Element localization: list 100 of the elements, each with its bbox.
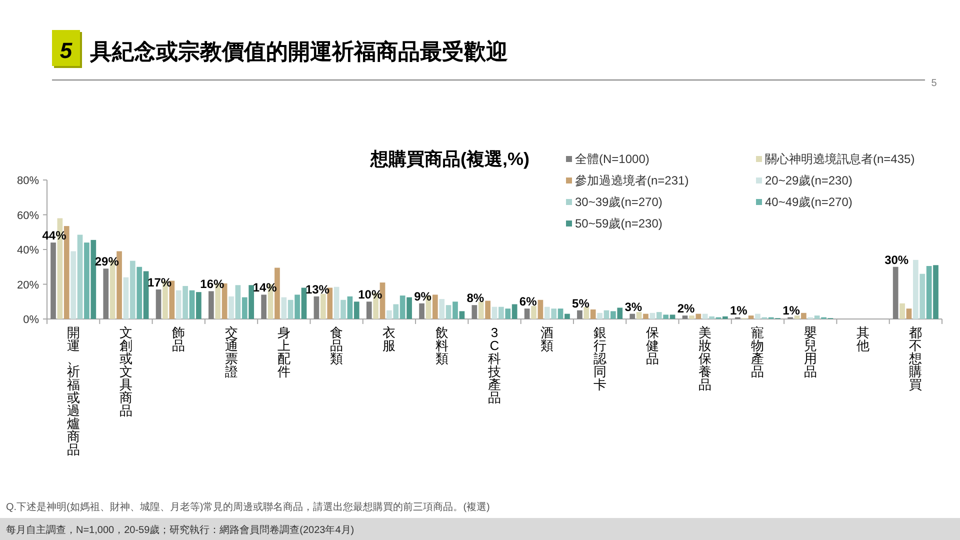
bar	[551, 308, 557, 319]
bar	[478, 302, 484, 319]
bar	[696, 314, 702, 319]
x-tick-label: 身上配件	[277, 325, 290, 379]
x-tick-label: 都不想購買	[908, 325, 922, 392]
bar	[544, 306, 550, 319]
x-tick-label: 文創或文具商品	[119, 325, 132, 418]
bar	[505, 308, 511, 319]
bar	[400, 296, 406, 319]
bar	[663, 314, 669, 319]
x-tick-label: 保健品	[646, 325, 659, 366]
x-tick-label: 3C科技產品	[487, 325, 501, 405]
bar	[656, 312, 662, 319]
bar	[347, 296, 353, 319]
bar	[143, 271, 149, 319]
page-number: 5	[931, 78, 937, 89]
x-tick-label: 飾品	[172, 325, 186, 353]
bar	[314, 296, 320, 319]
chart-subtitle: 想購買商品(複選,%)	[370, 149, 530, 169]
data-label: 2%	[677, 302, 696, 316]
bar	[610, 311, 616, 319]
x-tick-label: 嬰兒用品	[804, 325, 817, 379]
bar	[920, 274, 926, 319]
bar	[512, 304, 518, 319]
bar	[722, 316, 728, 319]
bar	[446, 305, 452, 319]
legend-label: 40~49歲(n=270)	[765, 195, 852, 209]
bar	[70, 251, 76, 319]
source-note: 每月自主調查，N=1,000，20-59歲；研究執行：網路會員問卷調查(2023年4月)	[6, 525, 354, 536]
bar	[261, 294, 267, 319]
y-tick-label: 0%	[23, 314, 40, 326]
bar	[242, 297, 248, 319]
data-label: 13%	[305, 282, 330, 296]
x-tick-label: 交通票證	[224, 325, 238, 379]
chart-title: 具紀念或宗教價值的開運祈福商品最受歡迎	[89, 39, 508, 64]
x-tick-label: 寵物產品	[751, 325, 764, 379]
bar	[492, 306, 498, 319]
bar	[386, 310, 392, 319]
bar	[689, 316, 694, 319]
question-note: Q.下述是神明(如媽祖、財神、城隍、月老等)常見的周邊或聯名商品，請選出您最想購買的前三項商品。(複選)	[6, 502, 490, 513]
bar	[755, 314, 760, 319]
bar	[709, 316, 714, 319]
bar	[531, 306, 536, 319]
data-label: 1%	[730, 303, 748, 318]
legend-label: 30~39歲(n=270)	[575, 195, 662, 209]
bar	[103, 268, 109, 319]
legend-label: 參加過遶境者(n=231)	[575, 174, 689, 188]
data-label: 1%	[782, 303, 800, 318]
bar	[294, 294, 300, 319]
data-label: 8%	[466, 291, 484, 306]
bar	[900, 303, 905, 319]
y-tick-label: 20%	[16, 279, 40, 292]
bar	[228, 296, 234, 319]
bar	[281, 297, 287, 319]
bar	[485, 300, 490, 319]
y-tick-label: 80%	[16, 175, 40, 187]
bar	[176, 290, 182, 319]
bar	[208, 291, 214, 319]
data-label: 9%	[414, 289, 432, 304]
bar	[84, 242, 90, 319]
bar	[334, 286, 340, 319]
x-tick-label: 食品類	[330, 325, 344, 366]
bar	[320, 294, 326, 319]
x-tick-label: 其他	[856, 325, 870, 353]
bar	[116, 251, 122, 319]
bar	[801, 312, 806, 319]
legend-label: 全體(N=1000)	[575, 152, 650, 166]
y-tick-label: 40%	[16, 244, 40, 256]
bar	[130, 260, 136, 319]
bar	[617, 308, 623, 319]
bar	[248, 285, 254, 319]
x-tick-label: 美妝保養品	[698, 325, 712, 392]
category-label: 開運、祈福或過爐商品	[66, 325, 80, 457]
bar	[794, 316, 800, 319]
legend-label: 50~59歲(n=230)	[575, 216, 662, 230]
data-label: 5%	[572, 296, 590, 310]
bar	[419, 303, 424, 319]
bar	[814, 316, 820, 319]
bar	[564, 314, 570, 319]
bar	[393, 304, 399, 319]
bar	[50, 242, 56, 319]
x-tick-label: 衣服	[382, 325, 396, 353]
bar	[538, 300, 544, 319]
bar	[472, 305, 478, 319]
bar	[597, 312, 602, 319]
bar	[123, 277, 129, 319]
bar	[892, 266, 898, 319]
legend-label: 關心神明遶境訊息者(n=435)	[765, 152, 915, 166]
data-label: 6%	[519, 294, 538, 309]
bar	[682, 316, 688, 319]
bar	[301, 288, 307, 319]
data-label: 3%	[624, 300, 642, 314]
data-label: 30%	[884, 252, 909, 267]
bar	[196, 292, 202, 319]
bar	[189, 290, 195, 319]
bar	[926, 266, 932, 319]
bar	[650, 312, 656, 319]
bar	[136, 266, 142, 319]
x-tick-label: 銀行認同卡	[593, 325, 606, 392]
bar	[274, 268, 280, 319]
